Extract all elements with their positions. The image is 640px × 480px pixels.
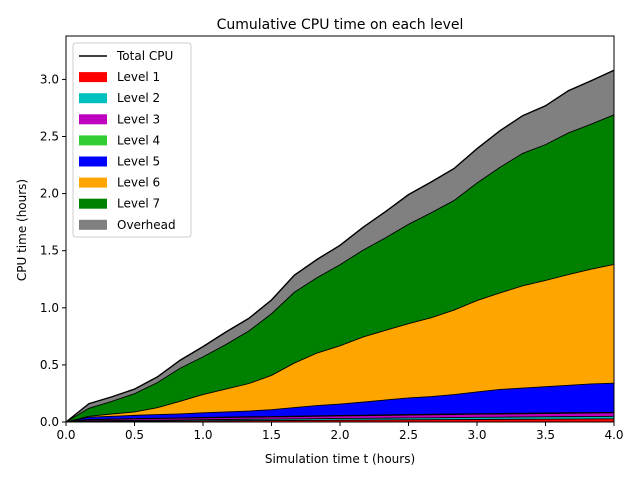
legend-swatch-level-7 <box>79 198 107 209</box>
x-tick-label: 0.5 <box>125 428 144 442</box>
legend-label-level-7: Level 7 <box>117 197 160 211</box>
legend-label-level-2: Level 2 <box>117 91 160 105</box>
x-tick-label: 2.0 <box>330 428 349 442</box>
legend-swatch-level-3 <box>79 114 107 125</box>
legend-swatch-level-6 <box>79 177 107 188</box>
area-level-6 <box>66 264 614 422</box>
boundary-level-5 <box>65 382 615 423</box>
y-tick-label: 1.0 <box>40 301 59 315</box>
y-tick-label: 3.0 <box>40 72 59 86</box>
legend-swatch-level-4 <box>79 135 107 146</box>
area-level-5 <box>66 383 614 422</box>
series-boundaries <box>65 69 615 423</box>
legend: Total CPU Level 1 Level 2 Level 3 Level 4 Lev… <box>72 42 192 238</box>
x-axis-label: Simulation time t (hours) <box>265 452 415 466</box>
legend-box <box>72 42 192 238</box>
x-tick-label: 4.0 <box>604 428 623 442</box>
legend-label-level-6: Level 6 <box>117 176 160 190</box>
legend-swatch-level-5 <box>79 156 107 167</box>
legend-swatch-level-1 <box>79 72 107 83</box>
x-tick-label: 3.0 <box>467 428 486 442</box>
y-tick-label: 1.5 <box>40 244 59 258</box>
y-tick-label: 0.5 <box>40 358 59 372</box>
legend-label-level-5: Level 5 <box>117 155 160 169</box>
y-tick-label: 2.0 <box>40 187 59 201</box>
boundary-level-7 <box>65 114 615 423</box>
y-axis-label: CPU time (hours) <box>15 179 29 281</box>
area-level-7 <box>66 114 614 423</box>
x-tick-label: 1.0 <box>193 428 212 442</box>
y-tick-label: 0.0 <box>40 415 59 429</box>
legend-swatch-level-2 <box>79 93 107 104</box>
x-tick-label: 1.5 <box>262 428 281 442</box>
boundary-level-4 <box>65 411 615 423</box>
boundary-level-6 <box>65 263 615 423</box>
x-tick-label: 0.0 <box>56 428 75 442</box>
legend-label-overhead: Overhead <box>117 218 176 232</box>
legend-label-level-3: Level 3 <box>117 112 160 126</box>
chart-title: Cumulative CPU time on each level <box>217 17 464 33</box>
legend-swatch-overhead <box>79 219 107 230</box>
y-tick-label: 2.5 <box>40 129 59 143</box>
axes: 0.0 0.5 1.0 1.5 2.0 2.5 3.0 3.5 4.0 0.0 0.5 1.0 1.5 2… <box>40 35 624 442</box>
x-tick-label: 2.5 <box>399 428 418 442</box>
x-tick-label: 3.5 <box>536 428 555 442</box>
legend-label-level-4: Level 4 <box>117 133 160 147</box>
boundary-level-2 <box>65 415 615 423</box>
legend-label-level-1: Level 1 <box>117 70 160 84</box>
legend-label-total-cpu: Total CPU <box>116 49 173 63</box>
boundary-level-1 <box>65 418 615 423</box>
total-cpu-line <box>65 69 615 423</box>
